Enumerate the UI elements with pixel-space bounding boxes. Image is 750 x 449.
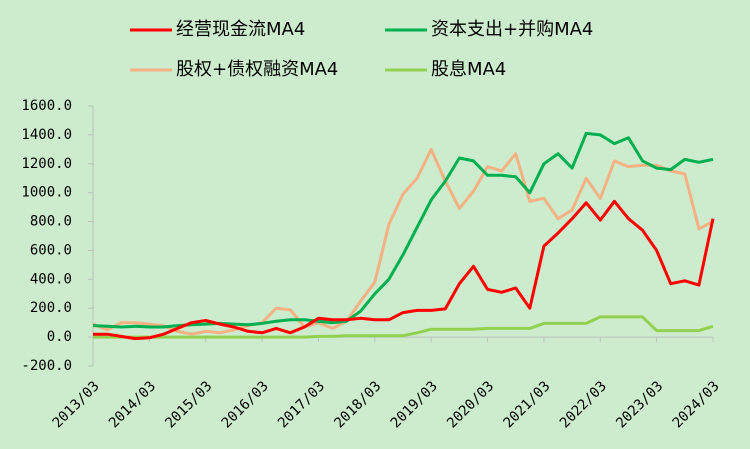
x-tick-label: 2013/03 [50, 378, 103, 431]
y-tick-label: 1400.0 [21, 127, 72, 143]
y-tick-label: 600.0 [30, 242, 72, 258]
x-tick-label: 2017/03 [275, 378, 328, 431]
x-tick-label: 2016/03 [219, 378, 272, 431]
x-tick-label: 2015/03 [162, 378, 215, 431]
series-line [92, 131, 714, 329]
x-tick-label: 2019/03 [388, 378, 441, 431]
y-tick-label: 1000.0 [21, 185, 72, 201]
x-tick-label: 2024/03 [670, 378, 723, 431]
x-tick-label: 2014/03 [106, 378, 159, 431]
x-tick-label: 2020/03 [444, 378, 497, 431]
y-tick-label: 1200.0 [21, 156, 72, 172]
series-line [93, 315, 714, 339]
legend-label: 资本支出+并购MA4 [431, 19, 593, 40]
y-tick-label: 1600.0 [21, 98, 72, 114]
legend-label: 股息MA4 [431, 59, 506, 80]
y-tick-label: -200.0 [21, 358, 72, 374]
x-tick-label: 2021/03 [501, 378, 554, 431]
y-tick-label: 800.0 [30, 214, 72, 230]
y-tick-label: 200.0 [30, 300, 72, 316]
legend-label: 经营现金流MA4 [176, 19, 305, 40]
y-tick-label: 400.0 [30, 271, 72, 287]
x-tick-label: 2018/03 [331, 378, 384, 431]
series-line [92, 147, 714, 336]
x-tick-label: 2023/03 [613, 378, 666, 431]
legend-label: 股权+债权融资MA4 [176, 59, 338, 80]
x-tick-label: 2022/03 [557, 378, 610, 431]
series-line [93, 199, 715, 341]
y-tick-label: 0.0 [47, 329, 72, 345]
